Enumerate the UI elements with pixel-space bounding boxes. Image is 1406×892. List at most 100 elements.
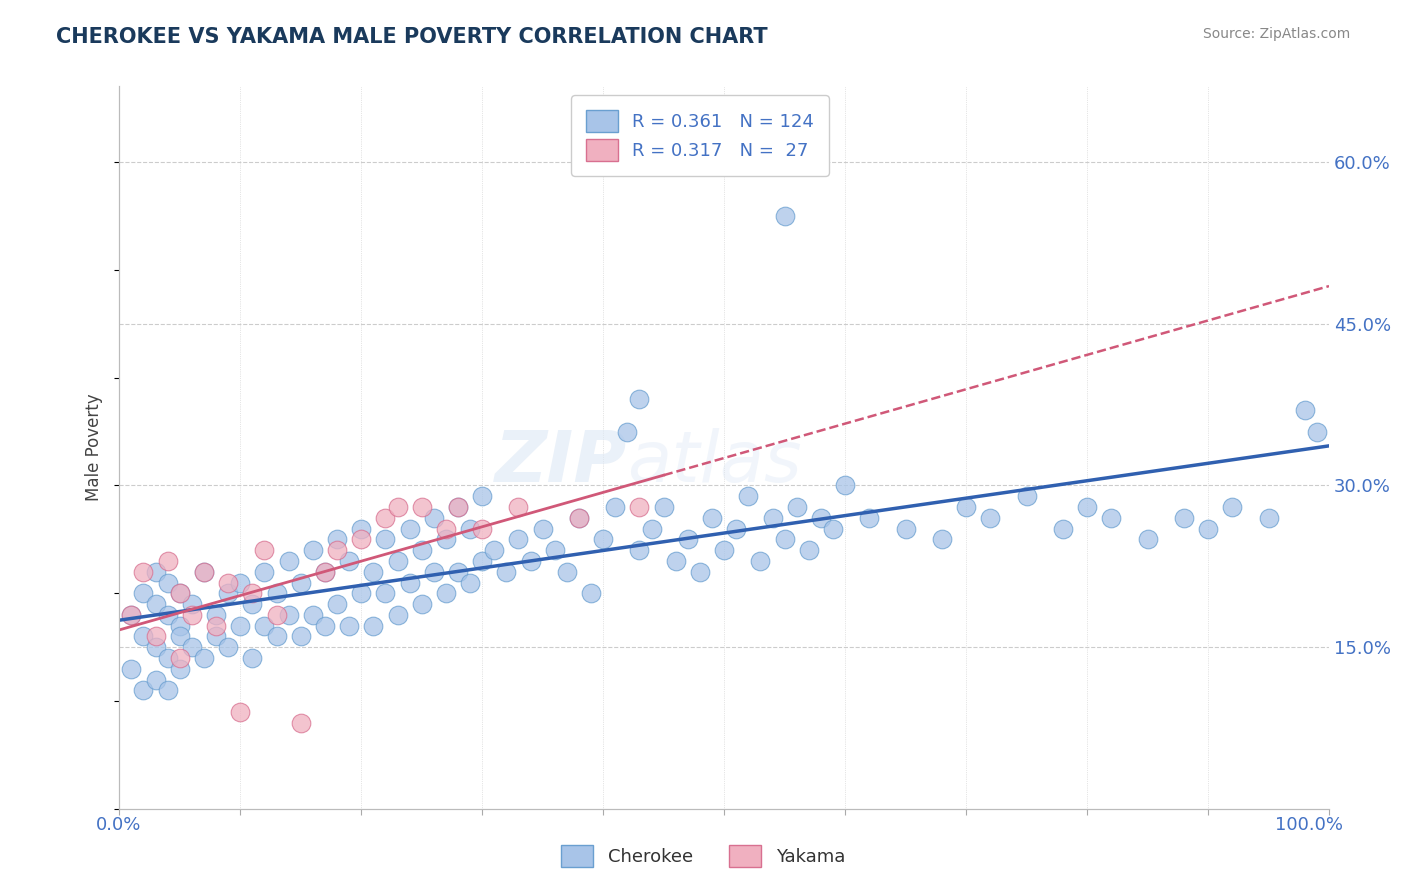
Point bbox=[640, 522, 662, 536]
Point bbox=[387, 500, 409, 514]
Point bbox=[434, 586, 457, 600]
Point bbox=[120, 607, 142, 622]
Point bbox=[434, 533, 457, 547]
Point bbox=[253, 543, 276, 558]
Point bbox=[229, 575, 252, 590]
Point bbox=[628, 543, 651, 558]
Point bbox=[266, 607, 288, 622]
Point bbox=[217, 640, 239, 655]
Point bbox=[471, 522, 494, 536]
Point bbox=[253, 618, 276, 632]
Point bbox=[156, 554, 179, 568]
Point bbox=[725, 522, 748, 536]
Point bbox=[145, 673, 167, 687]
Point bbox=[326, 543, 349, 558]
Point bbox=[979, 510, 1001, 524]
Point bbox=[605, 500, 627, 514]
Point bbox=[471, 489, 494, 503]
Point bbox=[508, 500, 530, 514]
Point bbox=[1257, 510, 1279, 524]
Point bbox=[326, 533, 349, 547]
Point bbox=[145, 597, 167, 611]
Text: ZIP: ZIP bbox=[495, 427, 627, 497]
Text: CHEROKEE VS YAKAMA MALE POVERTY CORRELATION CHART: CHEROKEE VS YAKAMA MALE POVERTY CORRELAT… bbox=[56, 27, 768, 46]
Point bbox=[145, 640, 167, 655]
Point bbox=[555, 565, 578, 579]
Point bbox=[169, 629, 191, 643]
Point bbox=[132, 629, 155, 643]
Point bbox=[398, 522, 420, 536]
Point bbox=[773, 533, 796, 547]
Point bbox=[821, 522, 844, 536]
Point bbox=[592, 533, 614, 547]
Point bbox=[363, 565, 385, 579]
Point bbox=[350, 522, 373, 536]
Point bbox=[1306, 425, 1329, 439]
Point bbox=[1015, 489, 1038, 503]
Point bbox=[1294, 403, 1316, 417]
Point bbox=[314, 565, 336, 579]
Point bbox=[240, 597, 263, 611]
Point bbox=[894, 522, 917, 536]
Point bbox=[374, 510, 396, 524]
Point bbox=[665, 554, 688, 568]
Point bbox=[205, 607, 228, 622]
Point bbox=[301, 543, 323, 558]
Point bbox=[1220, 500, 1243, 514]
Point bbox=[616, 425, 638, 439]
Point bbox=[531, 522, 554, 536]
Point bbox=[350, 533, 373, 547]
Point bbox=[240, 651, 263, 665]
Point bbox=[169, 618, 191, 632]
Point bbox=[217, 575, 239, 590]
Point bbox=[484, 543, 506, 558]
Point bbox=[132, 586, 155, 600]
Point bbox=[120, 662, 142, 676]
Point bbox=[326, 597, 349, 611]
Point bbox=[1076, 500, 1098, 514]
Point bbox=[169, 586, 191, 600]
Point bbox=[508, 533, 530, 547]
Point bbox=[628, 500, 651, 514]
Point bbox=[544, 543, 567, 558]
Point bbox=[458, 522, 481, 536]
Point bbox=[277, 607, 299, 622]
Point bbox=[145, 629, 167, 643]
Point bbox=[689, 565, 711, 579]
Point bbox=[205, 618, 228, 632]
Point bbox=[519, 554, 541, 568]
Point bbox=[1052, 522, 1074, 536]
Point bbox=[1173, 510, 1195, 524]
Point bbox=[495, 565, 517, 579]
Point bbox=[1099, 510, 1122, 524]
Point bbox=[337, 554, 360, 568]
Point bbox=[931, 533, 953, 547]
Point bbox=[568, 510, 591, 524]
Point bbox=[180, 607, 202, 622]
Point bbox=[169, 586, 191, 600]
Point bbox=[145, 565, 167, 579]
Point bbox=[266, 586, 288, 600]
Point bbox=[193, 565, 215, 579]
Point bbox=[387, 554, 409, 568]
Legend: Cherokee, Yakama: Cherokee, Yakama bbox=[554, 838, 852, 874]
Point bbox=[290, 715, 312, 730]
Point bbox=[773, 209, 796, 223]
Point bbox=[169, 651, 191, 665]
Point bbox=[180, 640, 202, 655]
Point bbox=[363, 618, 385, 632]
Point bbox=[810, 510, 832, 524]
Point bbox=[266, 629, 288, 643]
Point bbox=[240, 586, 263, 600]
Point bbox=[749, 554, 772, 568]
Point bbox=[411, 500, 433, 514]
Point bbox=[374, 533, 396, 547]
Point bbox=[700, 510, 723, 524]
Point bbox=[229, 705, 252, 719]
Text: atlas: atlas bbox=[627, 427, 801, 497]
Point bbox=[434, 522, 457, 536]
Legend: R = 0.361   N = 124, R = 0.317   N =  27: R = 0.361 N = 124, R = 0.317 N = 27 bbox=[571, 95, 828, 176]
Point bbox=[1197, 522, 1219, 536]
Point bbox=[156, 651, 179, 665]
Point bbox=[120, 607, 142, 622]
